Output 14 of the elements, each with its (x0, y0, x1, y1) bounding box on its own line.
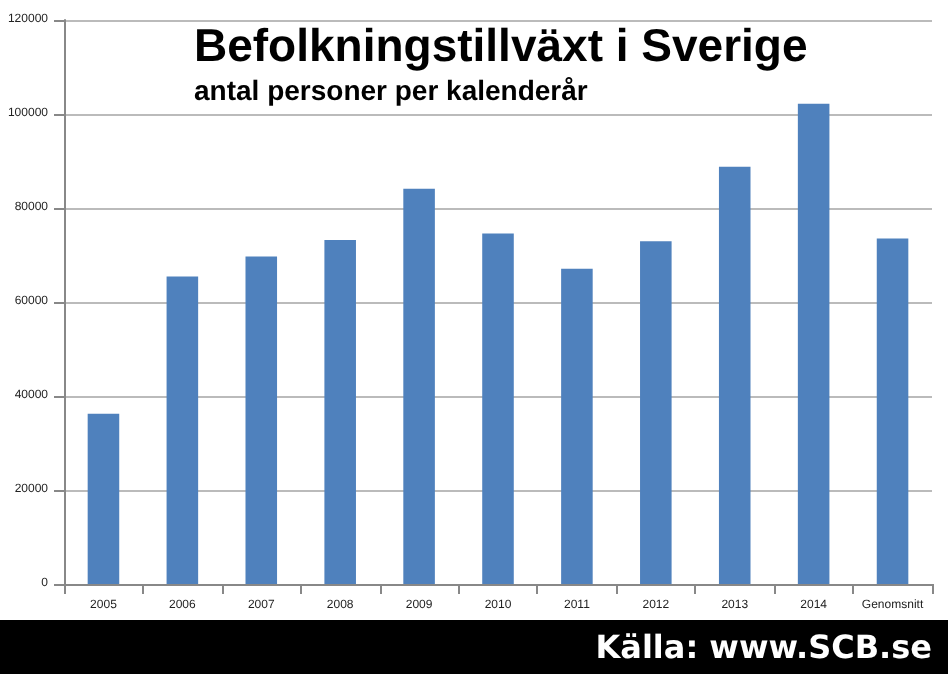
chart-title: Befolkningstillväxt i Sverige (194, 19, 808, 71)
bar (87, 413, 120, 584)
text: antal personer per kalenderår (194, 74, 589, 106)
bar (797, 103, 830, 584)
bar (324, 239, 356, 584)
bar (718, 166, 751, 584)
text: Källa: www.SCB.se (595, 628, 932, 666)
bar (245, 256, 278, 584)
bar (561, 268, 593, 584)
bar (482, 233, 514, 584)
bar (403, 188, 435, 584)
bar (640, 241, 672, 584)
bar (166, 276, 199, 584)
bar (876, 238, 909, 584)
